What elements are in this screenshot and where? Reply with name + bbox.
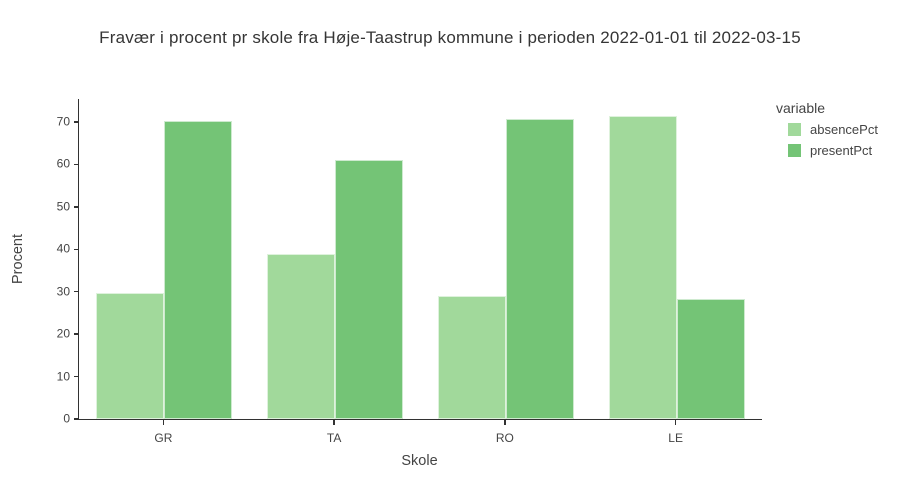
legend-item-label: absencePct bbox=[810, 122, 878, 137]
y-tick-mark bbox=[74, 121, 79, 123]
x-tick-mark bbox=[162, 420, 165, 425]
x-tick-label: TA bbox=[326, 431, 342, 445]
x-axis-ticks: GR TA RO LE bbox=[78, 420, 761, 445]
y-tick-label: 60 bbox=[56, 156, 70, 171]
bar-group-TA bbox=[250, 99, 421, 419]
y-tick-label: 0 bbox=[63, 411, 70, 426]
bar-group-LE bbox=[591, 99, 762, 419]
bar-presentPct-GR[interactable] bbox=[164, 121, 233, 419]
bar-presentPct-LE[interactable] bbox=[676, 299, 745, 419]
legend-item-absencePct[interactable]: absencePct bbox=[788, 122, 878, 137]
y-tick-label: 10 bbox=[56, 369, 70, 384]
x-tick-RO: RO bbox=[420, 420, 591, 445]
legend-item-label: presentPct bbox=[810, 143, 873, 158]
legend: variable absencePct presentPct bbox=[776, 100, 878, 164]
legend-title: variable bbox=[776, 100, 826, 116]
x-tick-mark bbox=[504, 420, 506, 425]
y-tick-label: 70 bbox=[56, 114, 70, 129]
y-tick-label: 50 bbox=[56, 199, 70, 214]
legend-item-presentPct[interactable]: presentPct bbox=[788, 143, 878, 158]
chart-title: Fravær i procent pr skole fra Høje-Taast… bbox=[99, 28, 801, 47]
y-tick-mark bbox=[74, 206, 79, 208]
x-tick-label: LE bbox=[668, 431, 683, 445]
x-tick-mark bbox=[333, 420, 335, 425]
y-tick-mark bbox=[74, 248, 79, 250]
x-tick-GR: GR bbox=[78, 420, 249, 445]
y-tick-mark bbox=[74, 375, 79, 378]
bar-absencePct-GR[interactable] bbox=[96, 293, 165, 419]
y-tick-label: 30 bbox=[56, 284, 70, 299]
bar-absencePct-LE[interactable] bbox=[608, 115, 677, 419]
y-tick-label: 40 bbox=[56, 241, 70, 256]
y-tick-mark bbox=[74, 333, 79, 335]
plot-area: 0 10 20 30 40 50 60 70 bbox=[57, 99, 762, 426]
x-tick-label: RO bbox=[495, 431, 514, 445]
bar-group-RO bbox=[421, 99, 592, 419]
x-tick-LE: LE bbox=[590, 420, 761, 445]
bar-group-GR bbox=[79, 99, 250, 419]
legend-swatch-icon bbox=[788, 123, 801, 136]
x-tick-label: GR bbox=[154, 431, 173, 445]
bar-presentPct-TA[interactable] bbox=[335, 160, 404, 419]
y-tick-mark bbox=[74, 418, 79, 420]
bar-groups bbox=[79, 99, 762, 419]
y-tick-mark bbox=[74, 290, 79, 293]
bar-presentPct-RO[interactable] bbox=[505, 118, 574, 419]
bar-absencePct-RO[interactable] bbox=[437, 296, 506, 419]
legend-swatch-icon bbox=[788, 144, 801, 157]
y-tick-label: 20 bbox=[56, 326, 70, 341]
x-axis-title: Skole bbox=[401, 453, 438, 469]
x-tick-TA: TA bbox=[249, 420, 420, 445]
bar-absencePct-TA[interactable] bbox=[267, 254, 336, 419]
y-tick-mark bbox=[74, 163, 79, 166]
y-axis-title: Procent bbox=[10, 234, 26, 284]
x-tick-mark bbox=[674, 420, 677, 425]
